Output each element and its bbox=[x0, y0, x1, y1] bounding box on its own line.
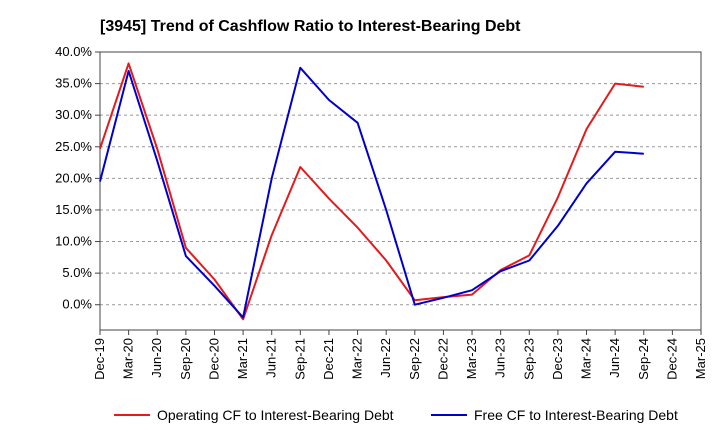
x-tick-label: Mar-23 bbox=[464, 338, 479, 379]
x-tick-label: Sep-20 bbox=[178, 338, 193, 380]
y-tick-label: 20.0% bbox=[55, 170, 92, 185]
y-tick-label: 15.0% bbox=[55, 202, 92, 217]
y-tick-label: 40.0% bbox=[55, 44, 92, 59]
x-tick-label: Sep-21 bbox=[292, 338, 307, 380]
x-tick-label: Sep-23 bbox=[521, 338, 536, 380]
x-tick-label: Jun-24 bbox=[607, 338, 622, 378]
y-tick-label: 35.0% bbox=[55, 76, 92, 91]
legend: Operating CF to Interest-Bearing Debt Fr… bbox=[114, 407, 678, 423]
x-tick-label: Mar-25 bbox=[693, 338, 708, 379]
x-tick-label: Mar-21 bbox=[235, 338, 250, 379]
x-tick-label: Jun-22 bbox=[378, 338, 393, 378]
x-tick-label: Dec-23 bbox=[550, 338, 565, 380]
series-line-1 bbox=[99, 66, 644, 319]
x-tick-label: Dec-24 bbox=[664, 338, 679, 380]
x-tick-label: Dec-22 bbox=[435, 338, 450, 380]
y-tick-label: 30.0% bbox=[55, 107, 92, 122]
y-tick-label: 0.0% bbox=[62, 297, 92, 312]
chart-title: [3945] Trend of Cashflow Ratio to Intere… bbox=[100, 18, 521, 35]
x-tick-label: Dec-21 bbox=[321, 338, 336, 380]
y-tick-label: 25.0% bbox=[55, 139, 92, 154]
series-group bbox=[99, 62, 644, 321]
x-tick-label: Mar-22 bbox=[350, 338, 365, 379]
series-line-0 bbox=[99, 62, 644, 321]
x-tick-label: Sep-22 bbox=[407, 338, 422, 380]
x-tick-label: Dec-19 bbox=[92, 338, 107, 380]
y-tick-label: 10.0% bbox=[55, 234, 92, 249]
x-tick-label: Mar-20 bbox=[121, 338, 136, 379]
y-axis: 0.0% 5.0% 10.0% 15.0% 20.0% 25.0% 30.0% 35.0% 40… bbox=[55, 44, 100, 312]
x-tick-label: Jun-23 bbox=[493, 338, 508, 378]
x-tick-label: Dec-20 bbox=[206, 338, 221, 380]
plot-area bbox=[99, 51, 702, 331]
x-tick-label: Jun-21 bbox=[264, 338, 279, 378]
x-tick-label: Mar-24 bbox=[579, 338, 594, 379]
y-tick-label: 5.0% bbox=[62, 265, 92, 280]
x-tick-label: Jun-20 bbox=[149, 338, 164, 378]
legend-label-operating: Operating CF to Interest-Bearing Debt bbox=[157, 407, 394, 423]
x-axis: Dec-19 Mar-20 Jun-20 Sep-20 Dec-20 Mar-21 Jun-… bbox=[92, 330, 708, 380]
x-tick-label: Sep-24 bbox=[636, 338, 651, 380]
legend-label-free: Free CF to Interest-Bearing Debt bbox=[474, 407, 678, 423]
